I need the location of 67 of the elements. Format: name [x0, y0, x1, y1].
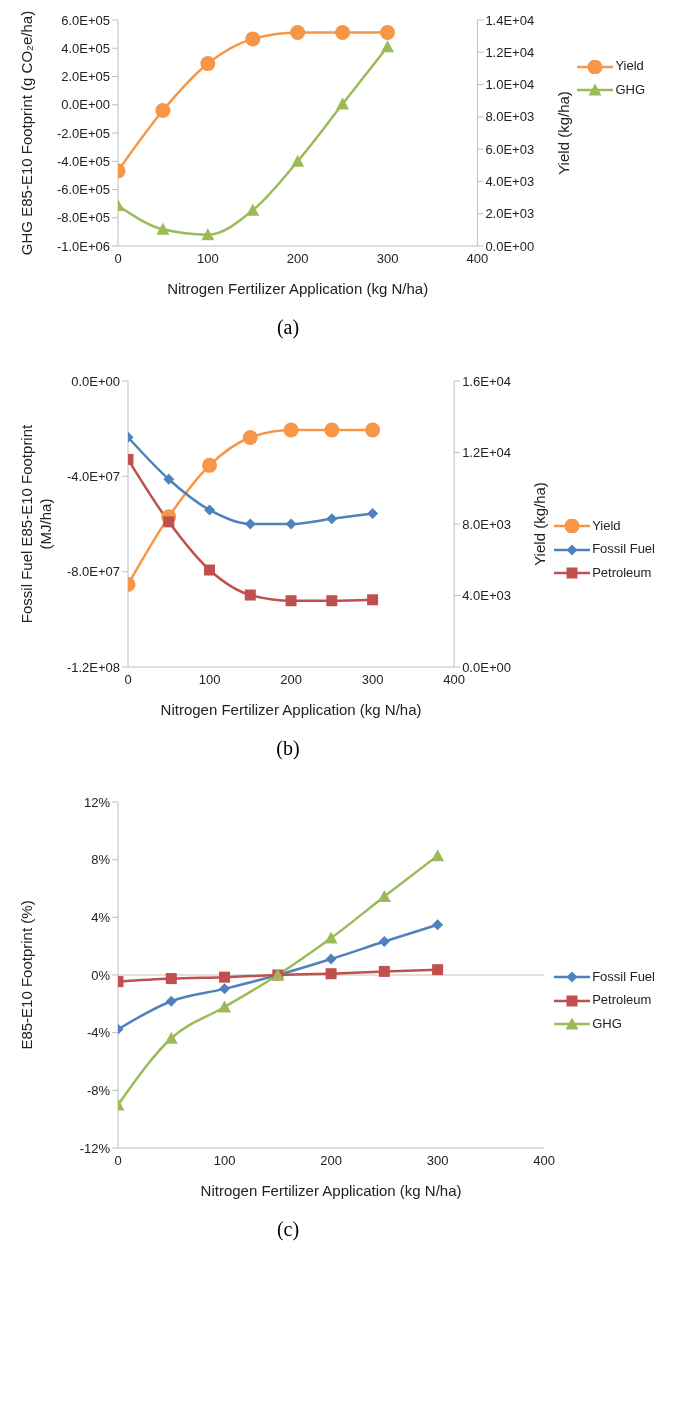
x-tick-label: 400 — [533, 1153, 555, 1169]
x-tick-label: 0 — [114, 251, 122, 267]
x-tick-label: 100 — [213, 1153, 236, 1169]
legend-label: Yield — [615, 58, 644, 73]
y-tick-label: -4.0E+05 — [56, 153, 110, 169]
y2-tick-label: 1.6E+04 — [462, 373, 511, 389]
y2-tick-label: 1.2E+04 — [485, 44, 535, 60]
x-tick-label: 100 — [198, 672, 221, 688]
y-axis-title: E85-E10 Footprint (%) — [18, 900, 35, 1050]
y2-tick-label: 4.0E+03 — [462, 588, 511, 604]
y2-tick-label: 1.2E+04 — [462, 445, 511, 461]
text: (b) — [275, 737, 301, 760]
y2-axis-title: Yield (kg/ha) — [554, 91, 572, 175]
y2-tick-label: 6.0E+03 — [485, 141, 535, 157]
y2-tick-label: 8.0E+03 — [462, 516, 511, 532]
y-tick-label: -8% — [86, 1082, 111, 1098]
y-tick-label: -1.0E+06 — [56, 238, 110, 254]
y-tick-label: 0% — [91, 967, 111, 983]
y2-tick-label: 1.4E+04 — [485, 12, 535, 28]
y-tick-label: 8% — [91, 852, 111, 868]
y-tick-label: 2.0E+05 — [61, 69, 110, 85]
x-tick-label: 400 — [443, 672, 465, 688]
y2-tick-label: 2.0E+03 — [485, 206, 535, 222]
x-axis-title: Nitrogen Fertilizer Application (kg N/ha) — [160, 701, 422, 718]
x-axis-title: Nitrogen Fertilizer Application (kg N/ha) — [167, 280, 429, 297]
y-tick-label: -4% — [86, 1025, 111, 1041]
y-tick-label: -8.0E+05 — [56, 210, 110, 226]
y2-tick-label: 0.0E+00 — [485, 238, 535, 254]
x-axis-title: Nitrogen Fertilizer Application (kg N/ha) — [200, 1182, 462, 1199]
y-tick-label: 6.0E+05 — [61, 12, 110, 28]
y-tick-label: 0.0E+00 — [71, 373, 120, 389]
y-axis-title: GHG E85-E10 Footprint (g CO₂e/ha) — [18, 10, 35, 256]
legend-label: GHG — [592, 1015, 622, 1031]
x-tick-label: 200 — [286, 251, 309, 267]
x-tick-label: 400 — [466, 251, 489, 267]
y2-tick-label: 4.0E+03 — [485, 174, 535, 190]
y-tick-label: -2.0E+05 — [56, 125, 110, 141]
y2-tick-label: 0.0E+00 — [462, 659, 511, 675]
x-tick-label: 100 — [196, 251, 219, 267]
legend-label: Petroleum — [592, 564, 652, 580]
y-tick-label: -6.0E+05 — [56, 182, 110, 198]
y-tick-label: -1.2E+08 — [66, 659, 120, 675]
y-tick-label: -4.0E+07 — [66, 468, 120, 484]
y2-tick-label: 1.0E+04 — [485, 77, 535, 93]
legend-label: Yield — [592, 517, 621, 533]
legend-label: GHG — [615, 81, 645, 97]
y2-axis-title: Yield (kg/ha) — [531, 482, 549, 566]
y-tick-label: 4% — [91, 909, 111, 925]
legend-label: Fossil Fuel — [592, 541, 655, 557]
text: (c) — [275, 1218, 301, 1241]
y-tick-label: 0.0E+00 — [61, 97, 110, 113]
y-tick-label: 12% — [83, 794, 111, 810]
x-tick-label: 0 — [114, 1153, 122, 1169]
y2-tick-label: 8.0E+03 — [485, 109, 535, 125]
y-axis-title: Fossil Fuel E85-E10 Footprint (MJ/ha) — [18, 423, 54, 624]
x-tick-label: 300 — [361, 672, 384, 688]
y-tick-label: -12% — [79, 1140, 111, 1156]
x-tick-label: 200 — [320, 1153, 342, 1169]
legend-label: Fossil Fuel — [592, 968, 655, 984]
x-tick-label: 200 — [280, 672, 302, 688]
legend-label: Petroleum — [592, 992, 652, 1008]
text: (a) — [275, 316, 301, 339]
y-tick-label: 4.0E+05 — [61, 40, 110, 56]
y-tick-label: -8.0E+07 — [66, 564, 120, 580]
x-tick-label: 0 — [124, 672, 132, 688]
x-tick-label: 300 — [426, 1153, 449, 1169]
x-tick-label: 300 — [376, 251, 399, 267]
